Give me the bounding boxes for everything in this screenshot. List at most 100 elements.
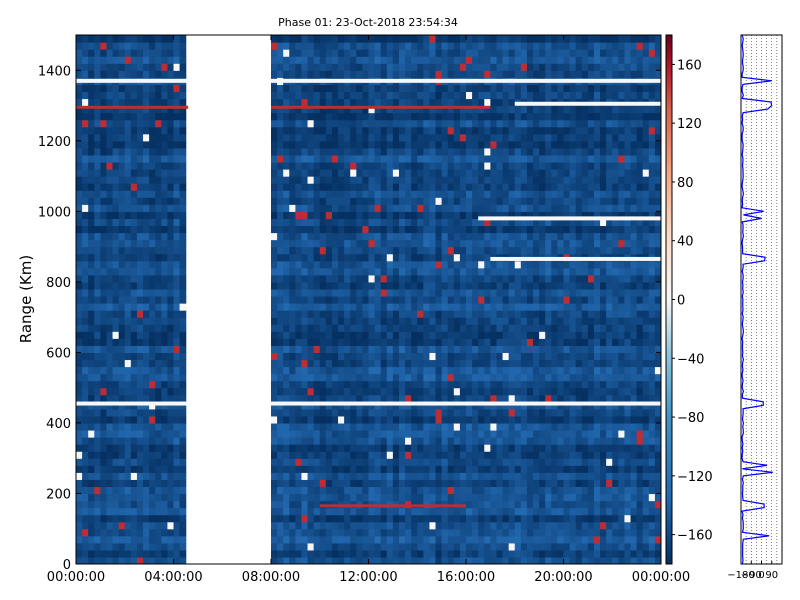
heatmap-cell bbox=[508, 415, 516, 424]
heatmap-cell bbox=[405, 549, 412, 558]
heatmap-cell bbox=[429, 451, 437, 459]
heatmap-cell bbox=[124, 479, 132, 488]
heatmap-cell bbox=[520, 479, 528, 488]
heatmap-cell bbox=[441, 345, 449, 353]
heatmap-cell bbox=[374, 183, 382, 191]
heatmap-cell bbox=[459, 387, 467, 396]
heatmap-cell bbox=[106, 84, 114, 93]
heatmap-cell bbox=[88, 91, 95, 100]
heatmap-cell bbox=[277, 401, 284, 410]
heatmap-cell bbox=[539, 486, 546, 495]
heatmap-cell bbox=[118, 190, 126, 198]
heatmap-cell bbox=[392, 147, 400, 156]
heatmap-cell bbox=[307, 42, 315, 50]
heatmap-cell bbox=[130, 338, 138, 346]
heatmap-cell bbox=[374, 401, 382, 410]
heatmap-cell bbox=[283, 408, 290, 417]
heatmap-cell bbox=[94, 380, 101, 389]
heatmap-cell bbox=[289, 422, 296, 431]
heatmap-cell bbox=[533, 472, 540, 480]
heatmap-cell bbox=[313, 183, 321, 191]
heatmap-cell bbox=[112, 140, 120, 149]
heatmap-cell bbox=[526, 169, 534, 177]
heatmap-cell bbox=[411, 169, 418, 177]
heatmap-cell bbox=[143, 415, 150, 424]
heatmap-cell bbox=[392, 507, 400, 516]
heatmap-cell bbox=[484, 98, 491, 107]
heatmap-cell bbox=[338, 542, 345, 551]
heatmap-cell bbox=[539, 366, 546, 375]
heatmap-cell bbox=[350, 415, 357, 424]
heatmap-cell bbox=[392, 542, 400, 551]
heatmap-cell bbox=[551, 415, 558, 424]
heatmap-cell bbox=[149, 422, 156, 431]
heatmap-cell bbox=[459, 169, 467, 177]
heatmap-cell bbox=[411, 493, 418, 502]
heatmap-cell bbox=[526, 542, 534, 551]
heatmap-cell bbox=[307, 352, 315, 361]
heatmap-cell bbox=[76, 429, 83, 438]
heatmap-cell bbox=[118, 556, 126, 564]
heatmap-cell bbox=[533, 331, 540, 339]
heatmap-cell bbox=[325, 394, 333, 403]
heatmap-cell bbox=[362, 507, 370, 516]
heatmap-cell bbox=[405, 458, 412, 466]
heatmap-cell bbox=[374, 91, 382, 100]
heatmap-cell bbox=[277, 154, 284, 163]
heatmap-cell bbox=[472, 260, 479, 269]
heatmap-cell bbox=[478, 401, 485, 410]
heatmap-cell bbox=[173, 281, 181, 290]
heatmap-cell bbox=[478, 324, 485, 332]
heatmap-cell bbox=[551, 260, 558, 269]
heatmap-cell bbox=[398, 472, 406, 480]
heatmap-cell bbox=[417, 394, 424, 403]
heatmap-cell bbox=[350, 190, 357, 198]
heatmap-cell bbox=[362, 246, 370, 255]
heatmap-cell bbox=[429, 331, 437, 339]
heatmap-cell bbox=[392, 35, 400, 43]
heatmap-cell bbox=[502, 535, 510, 544]
heatmap-cell bbox=[392, 112, 400, 121]
heatmap-cell bbox=[429, 232, 437, 241]
heatmap-cell bbox=[344, 267, 351, 276]
heatmap-cell bbox=[386, 42, 394, 50]
heatmap-cell bbox=[295, 458, 303, 466]
heatmap-cell bbox=[502, 479, 510, 488]
heatmap-cell bbox=[301, 303, 309, 311]
heatmap-cell bbox=[344, 98, 351, 107]
heatmap-cell bbox=[289, 211, 296, 219]
heatmap-cell bbox=[124, 542, 132, 551]
heatmap-cell bbox=[179, 472, 187, 480]
heatmap-cell bbox=[466, 63, 473, 71]
heatmap-cell bbox=[368, 444, 376, 452]
heatmap-cell bbox=[545, 126, 552, 135]
heatmap-cell bbox=[76, 211, 83, 219]
heatmap-cell bbox=[466, 253, 473, 262]
heatmap-cell bbox=[173, 161, 181, 170]
heatmap-cell bbox=[82, 42, 89, 50]
heatmap-cell bbox=[441, 84, 449, 93]
heatmap-cell bbox=[130, 324, 138, 332]
heatmap-cell bbox=[179, 225, 187, 234]
heatmap-cell bbox=[143, 535, 150, 544]
heatmap-cell bbox=[441, 472, 449, 480]
heatmap-cell bbox=[161, 197, 168, 205]
heatmap-cell bbox=[453, 91, 461, 100]
heatmap-cell bbox=[557, 444, 565, 452]
heatmap-cell bbox=[496, 211, 504, 219]
heatmap-cell bbox=[520, 105, 528, 114]
heatmap-cell bbox=[331, 56, 339, 64]
heatmap-cell bbox=[435, 401, 443, 410]
heatmap-cell bbox=[368, 422, 376, 431]
heatmap-cell bbox=[411, 352, 418, 361]
heatmap-cell bbox=[545, 366, 552, 375]
heatmap-cell bbox=[514, 345, 522, 353]
heatmap-cell bbox=[76, 70, 83, 78]
heatmap-cell bbox=[289, 479, 296, 488]
heatmap-cell bbox=[368, 535, 376, 544]
heatmap-cell bbox=[277, 451, 284, 459]
heatmap-cell bbox=[380, 458, 388, 466]
heatmap-cell bbox=[325, 415, 333, 424]
heatmap-cell bbox=[520, 63, 528, 71]
heatmap-cell bbox=[411, 451, 418, 459]
